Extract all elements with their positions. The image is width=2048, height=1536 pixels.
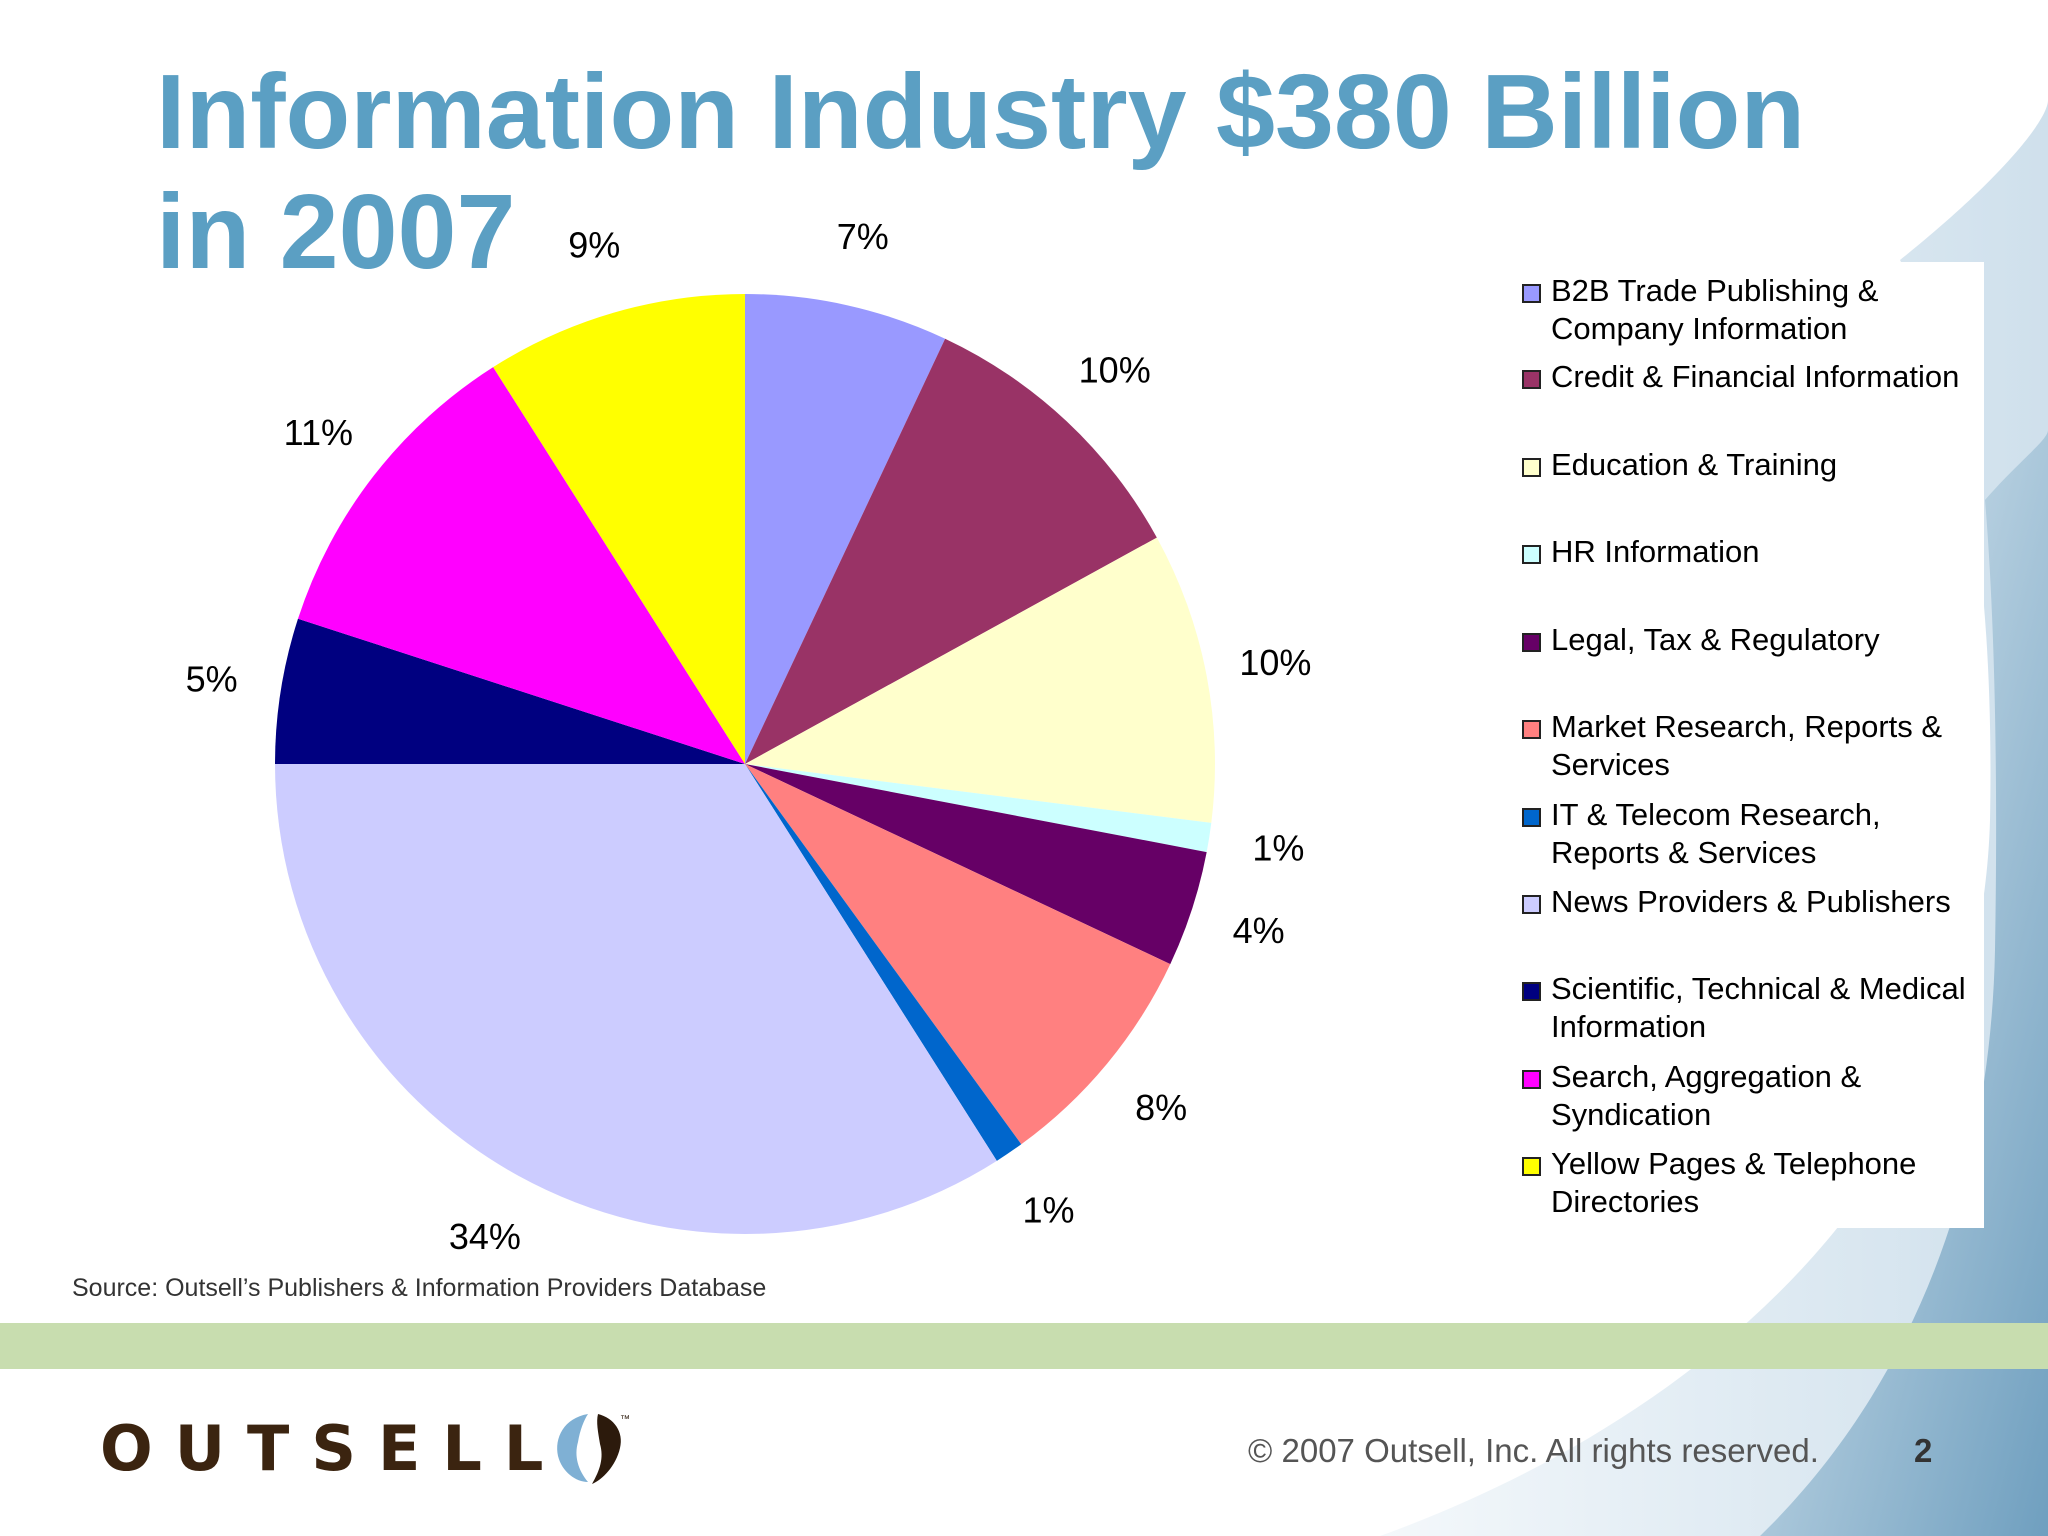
legend-swatch bbox=[1522, 982, 1541, 1001]
legend-label: Search, Aggregation & Syndication bbox=[1551, 1059, 1862, 1132]
pie-slice-education-and-training bbox=[745, 537, 1215, 823]
pie-slice-legal-tax-and-regulatory bbox=[745, 764, 1207, 965]
legend-swatch bbox=[1522, 720, 1541, 739]
legend-label: Scientific, Technical & Medical Informat… bbox=[1551, 971, 1966, 1044]
legend-label: Credit & Financial Information bbox=[1551, 359, 1960, 394]
pie-label-scientific-technical-and-medical-information: 5% bbox=[186, 659, 238, 700]
pie-label-education-and-training: 10% bbox=[1239, 642, 1311, 683]
pie-label-hr-information: 1% bbox=[1252, 828, 1304, 869]
footer-band bbox=[0, 1323, 2048, 1369]
pie-labels: 7% 10% 10% 1% 4% 8% 1% 34% 5% 11% 9% bbox=[186, 216, 1312, 1257]
pie-slice-news-providers-and-publishers bbox=[275, 764, 997, 1234]
pie-label-it-and-telecom-research-reports-and-services: 1% bbox=[1022, 1190, 1074, 1231]
legend-label: Market Research, Reports & Services bbox=[1551, 709, 1943, 782]
pie-slice-scientific-technical-and-medical-information bbox=[275, 618, 745, 764]
legend-item-it-and-telecom-research-reports-and-services: IT & Telecom Research, Reports & Service… bbox=[1522, 796, 1982, 872]
legend-item-education-and-training: Education & Training bbox=[1522, 446, 1982, 484]
pie-label-search-aggregation-and-syndication: 11% bbox=[284, 412, 353, 453]
pie-slice-it-and-telecom-research-reports-and-services bbox=[745, 764, 1022, 1161]
copyright-notice: © 2007 Outsell, Inc. All rights reserved… bbox=[1248, 1432, 1819, 1469]
legend-swatch bbox=[1522, 1070, 1541, 1089]
source-note: Source: Outsell’s Publishers & Informati… bbox=[72, 1274, 767, 1302]
pie-slice-b2b-trade-publishing-and-company-information bbox=[745, 293, 946, 764]
legend-item-legal-tax-and-regulatory: Legal, Tax & Regulatory bbox=[1522, 621, 1982, 659]
legend-item-yellow-pages-and-telephone-directories: Yellow Pages & Telephone Directories bbox=[1522, 1145, 1982, 1221]
legend-item-search-aggregation-and-syndication: Search, Aggregation & Syndication bbox=[1522, 1058, 1982, 1134]
chart-legend: B2B Trade Publishing & Company Informati… bbox=[1500, 262, 1984, 1228]
pie-slice-search-aggregation-and-syndication bbox=[298, 367, 745, 764]
page-number: 2 bbox=[1914, 1432, 1933, 1469]
legend-swatch bbox=[1522, 284, 1541, 303]
legend-label: News Providers & Publishers bbox=[1551, 884, 1951, 919]
pie-slice-yellow-pages-and-telephone-directories bbox=[493, 294, 745, 764]
pie-slice-credit-and-financial-information bbox=[745, 338, 1157, 764]
legend-swatch bbox=[1522, 1157, 1541, 1176]
legend-item-scientific-technical-and-medical-information: Scientific, Technical & Medical Informat… bbox=[1522, 970, 1982, 1046]
legend-swatch bbox=[1522, 895, 1541, 914]
legend-item-b2b-trade-publishing-and-company-information: B2B Trade Publishing & Company Informati… bbox=[1522, 272, 1982, 348]
legend-label: Education & Training bbox=[1551, 447, 1838, 482]
pie-slice-hr-information bbox=[745, 764, 1212, 853]
pie-slices bbox=[275, 293, 1215, 1234]
logo-wordmark: OUTSELL bbox=[100, 1412, 566, 1485]
pie-label-yellow-pages-and-telephone-directories: 9% bbox=[568, 224, 620, 265]
slide-title: Information Industry $380 Billion in 200… bbox=[156, 53, 1806, 291]
legend-label: IT & Telecom Research, Reports & Service… bbox=[1551, 797, 1881, 870]
legend-label: Yellow Pages & Telephone Directories bbox=[1551, 1146, 1917, 1219]
legend-swatch bbox=[1522, 545, 1541, 564]
legend-label: B2B Trade Publishing & Company Informati… bbox=[1551, 273, 1879, 346]
legend-swatch bbox=[1522, 458, 1541, 477]
legend-label: Legal, Tax & Regulatory bbox=[1551, 622, 1880, 657]
legend-item-market-research-reports-and-services: Market Research, Reports & Services bbox=[1522, 708, 1982, 784]
svg-text:™: ™ bbox=[620, 1414, 630, 1425]
pie-label-market-research-reports-and-services: 8% bbox=[1135, 1087, 1187, 1128]
outsell-logo: OUTSELL ™ bbox=[100, 1408, 660, 1488]
logo-mark-icon: ™ bbox=[557, 1414, 630, 1484]
legend-label: HR Information bbox=[1551, 534, 1760, 569]
pie-label-b2b-trade-publishing-and-company-information: 7% bbox=[837, 216, 889, 257]
pie-label-legal-tax-and-regulatory: 4% bbox=[1233, 910, 1285, 951]
legend-item-hr-information: HR Information bbox=[1522, 533, 1982, 571]
legend-swatch bbox=[1522, 370, 1541, 389]
legend-item-credit-and-financial-information: Credit & Financial Information bbox=[1522, 358, 1982, 396]
legend-item-news-providers-and-publishers: News Providers & Publishers bbox=[1522, 883, 1982, 921]
legend-swatch bbox=[1522, 808, 1541, 827]
legend-swatch bbox=[1522, 633, 1541, 652]
pie-slice-market-research-reports-and-services bbox=[745, 764, 1171, 1145]
pie-label-credit-and-financial-information: 10% bbox=[1079, 349, 1151, 390]
pie-label-news-providers-and-publishers: 34% bbox=[449, 1216, 521, 1257]
